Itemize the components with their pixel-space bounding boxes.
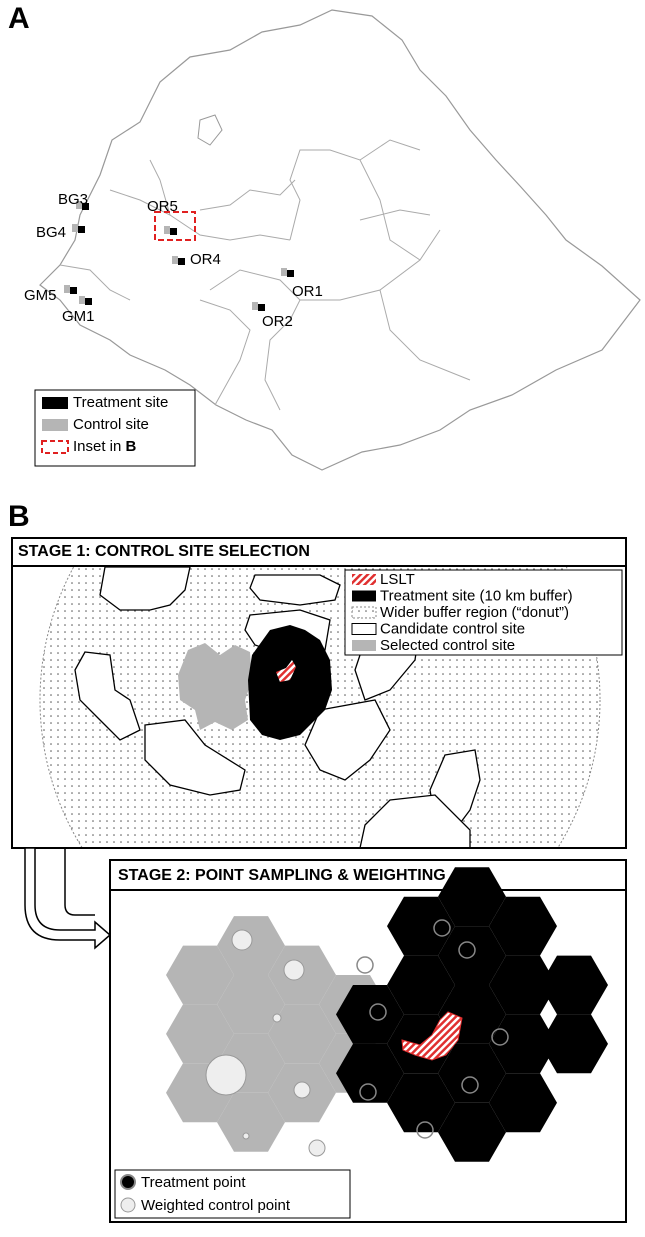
treatment-marker [82,203,89,210]
control-marker [64,285,70,293]
country-outline [39,9,641,471]
legend-swatch [120,1174,136,1190]
hexagon [438,1043,506,1103]
stage-title: STAGE 2: POINT SAMPLING & WEIGHTING [118,867,446,884]
control-marker [172,256,178,264]
hexagon [217,975,285,1034]
weighted-control-point [272,1013,282,1023]
legend-swatch [352,590,376,602]
weighted-control-point [242,1132,250,1140]
hexagon [387,955,455,1015]
hexagon [540,955,608,1015]
control-marker [79,296,85,304]
legend-swatch [41,440,69,454]
treatment-point [356,956,374,974]
legend-label: Wider buffer region (“donut”) [380,604,569,621]
hexagon [166,1004,234,1064]
control-marker [281,268,287,276]
control-marker [72,224,78,232]
weighted-control-point [205,1054,247,1096]
site-label: BG4 [36,224,66,241]
treatment-point [491,1028,509,1046]
hexagon [438,867,506,927]
treatment-point [433,919,451,937]
treatment-marker [287,270,294,277]
hexagon [438,1102,506,1162]
site-label: OR1 [292,283,323,300]
hexagon [336,1043,404,1103]
treatment-marker [178,258,185,265]
hexagon [217,1092,285,1152]
stage-title: STAGE 1: CONTROL SITE SELECTION [18,543,310,560]
region-boundaries [59,139,471,411]
legend-box [344,569,623,656]
treatment-point [369,1003,387,1021]
legend-swatch [352,640,376,651]
treatment-site [248,625,332,740]
hexagon [217,916,285,975]
hexagon [268,1004,336,1064]
treatment-marker [85,298,92,305]
treatment-point [416,1121,434,1139]
legend-label: Inset in B [73,438,137,455]
legend-label: Selected control site [380,637,515,654]
control-marker [164,226,170,234]
treatment-point [359,1083,377,1101]
treatment-marker [70,287,77,294]
legend-text: Inset in [73,438,121,455]
arrow [24,847,112,950]
legend-swatch [42,419,68,431]
hexagon [540,1014,608,1074]
legend-label: Control site [73,416,149,433]
panel-label: B [8,500,30,533]
control-marker [252,302,258,310]
site-label: GM1 [62,308,95,325]
hexagon [387,1073,455,1133]
site-label: GM5 [24,287,57,304]
legend-swatch [352,574,376,585]
treatment-marker [170,228,177,235]
legend-swatch [351,606,377,619]
legend-swatch [120,1197,136,1213]
site-label: OR5 [147,198,178,215]
lslt [276,660,296,682]
treatment-marker [78,226,85,233]
legend-label: LSLT [380,571,415,588]
hexagon [166,945,234,1005]
legend-label: Treatment site (10 km buffer) [380,587,573,604]
site-label: BG3 [58,191,88,208]
legend-text: B [126,438,137,455]
weighted-control-point [231,929,253,951]
weighted-control-point [308,1139,326,1157]
legend-swatch [351,623,377,635]
selected-control-site [178,643,252,730]
lake [197,114,223,146]
hexagon [489,955,557,1015]
control-marker [76,201,82,209]
treatment-point [458,941,476,959]
legend-label: Treatment point [141,1174,246,1191]
site-label: OR4 [190,251,221,268]
treatment-marker [258,304,265,311]
hexagon [489,1014,557,1074]
hexagon [489,896,557,956]
legend-label: Candidate control site [380,620,525,637]
hexagon [489,1073,557,1133]
weighted-control-point [283,959,305,981]
treatment-point [461,1076,479,1094]
inset-box [154,211,196,241]
site-label: OR2 [262,313,293,330]
legend-swatch [42,397,68,409]
hexagon [387,896,455,956]
legend-label: Weighted control point [141,1197,291,1214]
weighted-control-point [293,1081,311,1099]
lslt [401,1011,463,1061]
panel-label: A [8,2,30,35]
legend-box [114,1169,351,1219]
legend-label: Treatment site [73,394,168,411]
